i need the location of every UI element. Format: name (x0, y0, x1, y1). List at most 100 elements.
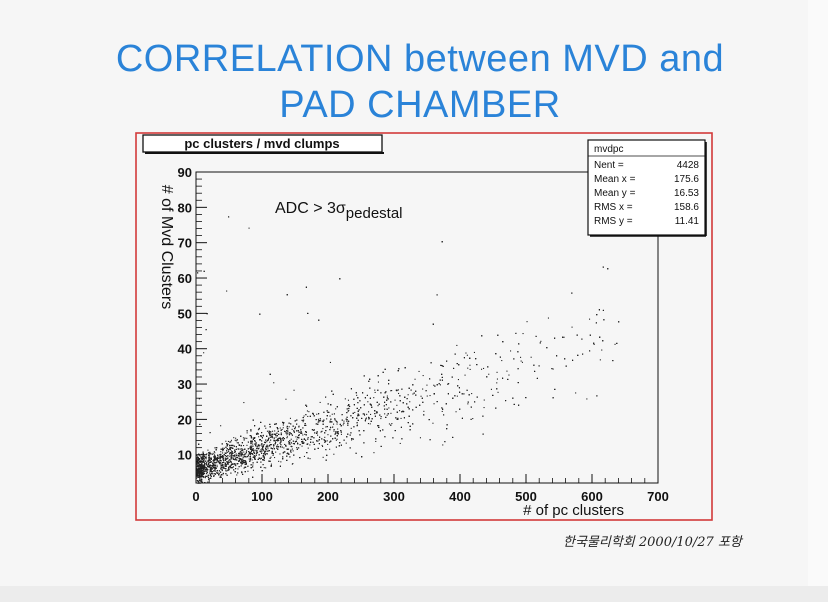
data-point (271, 444, 273, 446)
data-point (303, 415, 305, 417)
data-point (243, 462, 245, 464)
data-point (252, 456, 254, 458)
data-point (198, 470, 200, 472)
data-point (296, 438, 298, 440)
data-point (264, 452, 266, 454)
data-point (320, 431, 322, 433)
data-point (200, 464, 202, 466)
data-point (319, 436, 321, 438)
data-point (394, 430, 396, 432)
data-point (412, 393, 414, 395)
data-point (534, 370, 536, 372)
data-point (252, 449, 254, 451)
data-point (246, 430, 248, 432)
data-point (258, 428, 260, 430)
data-point (207, 466, 209, 468)
data-point (214, 456, 216, 458)
data-point (369, 403, 371, 405)
data-point (228, 467, 230, 469)
data-point (318, 420, 320, 422)
data-point (330, 404, 332, 406)
data-point (225, 464, 227, 466)
data-point (457, 379, 459, 381)
data-point (250, 450, 252, 452)
data-point (238, 452, 240, 454)
data-point (245, 453, 247, 455)
data-point (205, 460, 207, 462)
data-point (239, 458, 241, 460)
data-point (288, 443, 290, 445)
data-point (371, 406, 373, 408)
data-point (312, 441, 314, 443)
data-point (282, 456, 284, 458)
data-point (244, 448, 246, 450)
data-point (214, 470, 216, 472)
data-point (384, 436, 386, 438)
data-point (336, 438, 338, 440)
data-point (303, 419, 305, 421)
data-point (398, 368, 400, 370)
data-point (203, 467, 205, 469)
data-point (332, 426, 334, 428)
data-point (336, 435, 338, 437)
data-point (282, 439, 284, 441)
data-point (221, 443, 223, 445)
data-point (316, 431, 318, 433)
data-point (227, 462, 229, 464)
data-point (238, 459, 240, 461)
data-point (198, 475, 200, 477)
data-point (274, 440, 276, 442)
data-point (283, 438, 285, 440)
data-point (265, 427, 267, 429)
stats-box: mvdpc Nent = 4428 Mean x = 175.6 Mean y = 16.… (587, 139, 707, 237)
data-point (441, 410, 443, 412)
data-point (199, 471, 201, 473)
data-point (273, 433, 275, 435)
data-point (277, 440, 279, 442)
data-point (546, 347, 548, 349)
data-point (505, 400, 507, 402)
data-point (335, 431, 337, 433)
data-point (228, 459, 230, 461)
data-point (352, 412, 354, 414)
data-point (273, 446, 275, 448)
data-point (318, 443, 320, 445)
data-point (263, 444, 265, 446)
data-point (412, 423, 414, 425)
data-point (321, 438, 323, 440)
data-point (273, 437, 275, 439)
data-point (280, 444, 282, 446)
data-point (321, 420, 323, 422)
data-point (224, 459, 226, 461)
data-point (274, 457, 276, 459)
data-point (227, 455, 229, 457)
data-point (283, 447, 285, 449)
y-axis: 10 20 30 40 50 60 70 80 90 (178, 165, 207, 484)
data-point (277, 428, 279, 430)
data-point (335, 446, 337, 448)
data-point (197, 462, 199, 464)
data-point (201, 467, 203, 469)
data-point (301, 445, 303, 447)
data-point (380, 392, 382, 394)
data-point (278, 433, 280, 435)
data-point (233, 458, 235, 460)
data-point (216, 458, 218, 460)
data-point (197, 480, 199, 482)
data-point (459, 391, 461, 393)
data-point (203, 270, 205, 272)
data-point (219, 456, 221, 458)
data-point (329, 448, 331, 450)
data-point (326, 426, 328, 428)
data-point (271, 452, 273, 454)
data-point (240, 455, 242, 457)
data-point (202, 467, 204, 469)
data-point (287, 430, 289, 432)
data-point (198, 458, 200, 460)
data-point (250, 445, 252, 447)
data-point (492, 394, 494, 396)
data-point (240, 465, 242, 467)
data-point (229, 448, 231, 450)
data-point (452, 397, 454, 399)
data-point (343, 422, 345, 424)
